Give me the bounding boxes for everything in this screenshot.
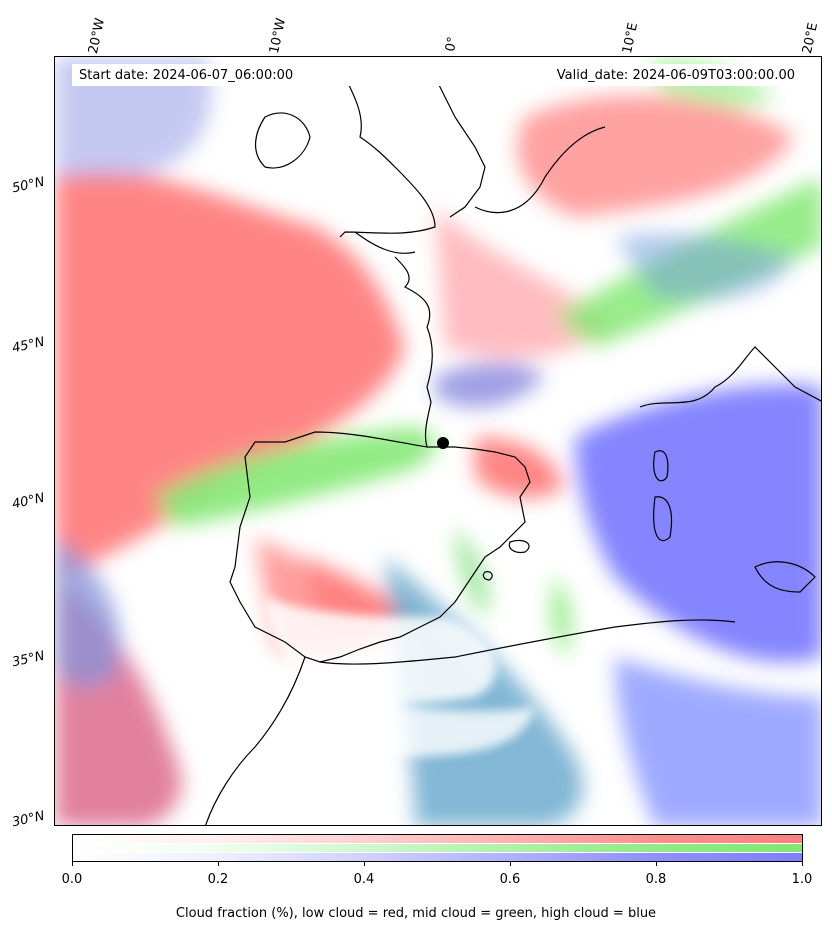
colorbar-tick-2 [364, 862, 365, 866]
colorbar-tick-1 [218, 862, 219, 866]
colorbar-tick-label-0: 0.0 [61, 872, 83, 887]
colorbar-high-cloud [73, 853, 802, 861]
coastlines [205, 76, 821, 825]
colorbar-tick-3 [510, 862, 511, 866]
lon-label-20w: 20°W [86, 16, 109, 56]
cloud-fraction-map[interactable] [54, 56, 822, 826]
lat-label-35n: 35°N [10, 648, 46, 671]
map-canvas [55, 57, 821, 825]
lat-label-30n: 30°N [10, 808, 46, 831]
colorbar-tick-label-3: 0.6 [499, 872, 521, 887]
colorbar-caption: Cloud fraction (%), low cloud = red, mid… [175, 906, 657, 921]
colorbar-low-cloud [73, 835, 802, 843]
colorbar-tick-4 [656, 862, 657, 866]
lon-label-0: 0° [443, 35, 461, 54]
lon-label-20e: 20°E [800, 21, 822, 56]
location-marker [437, 437, 449, 449]
lat-label-40n: 40°N [10, 490, 46, 513]
colorbar-tick-label-2: 0.4 [353, 872, 375, 887]
colorbar-tick-label-1: 0.2 [207, 872, 229, 887]
colorbar [72, 834, 803, 862]
start-date-label: Start date: 2024-06-07_06:00:00 [79, 67, 294, 83]
colorbar-mid-cloud [73, 844, 802, 852]
map-title-banner: Start date: 2024-06-07_06:00:00 Valid_da… [72, 64, 802, 86]
colorbar-tick-5 [802, 862, 803, 866]
lon-label-10w: 10°W [267, 16, 290, 56]
colorbar-tick-0 [72, 862, 73, 866]
lon-label-10e: 10°E [620, 21, 642, 56]
lat-label-50n: 50°N [10, 174, 46, 197]
colorbar-tick-label-4: 0.8 [645, 872, 667, 887]
valid-date-label: Valid_date: 2024-06-09T03:00:00.00 [556, 67, 795, 83]
colorbar-tick-label-5: 1.0 [791, 872, 813, 887]
lat-label-45n: 45°N [10, 334, 46, 357]
